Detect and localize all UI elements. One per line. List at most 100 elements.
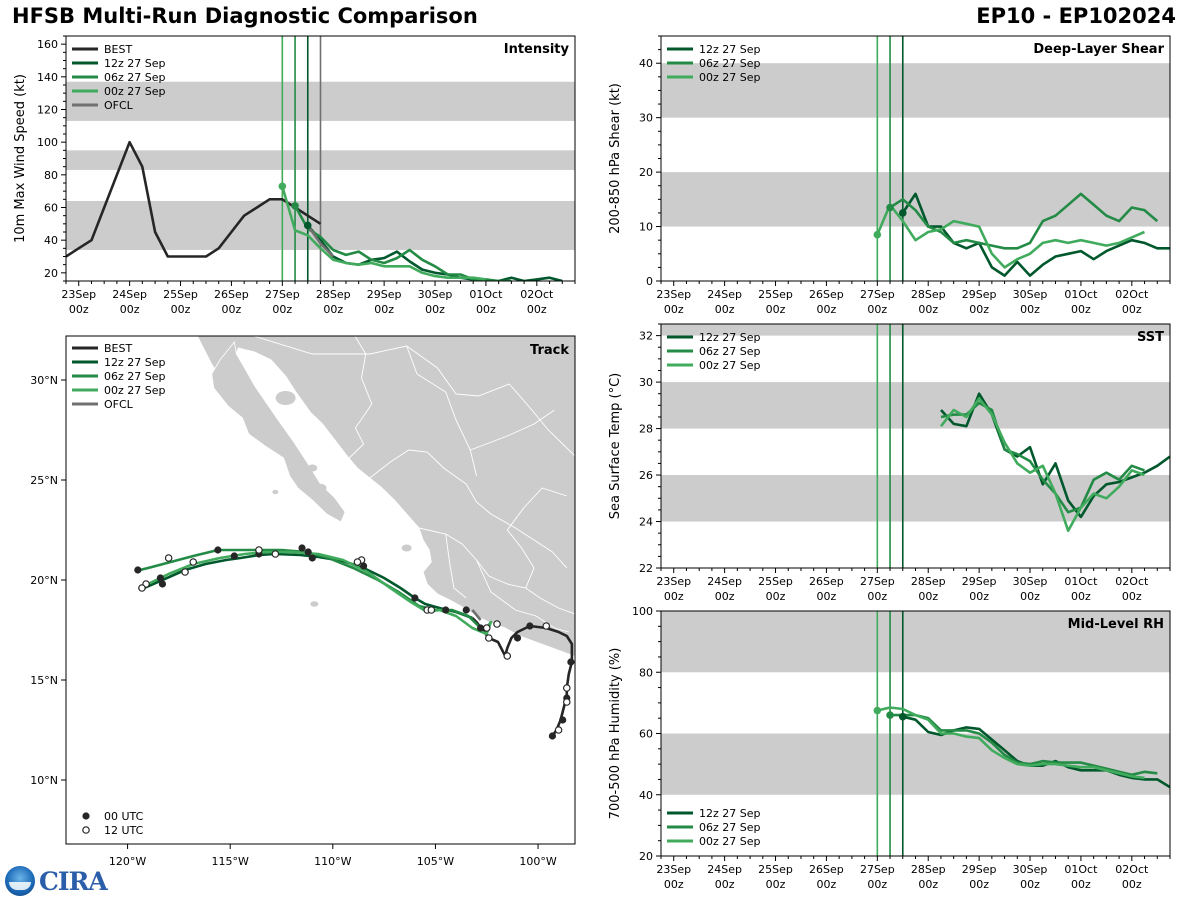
track-ytick-label: 10°N [30, 774, 58, 787]
sst-title: SST [1137, 330, 1164, 345]
sst-bands [661, 324, 1170, 522]
track-xtick-label: 105°W [417, 855, 454, 868]
intensity-legend-label: BEST [104, 43, 132, 56]
intensity-ytick-label: 80 [44, 169, 58, 182]
rh-bands [661, 611, 1170, 795]
rh-xtick-label: 25Sep [758, 863, 793, 876]
shear-xtick-label: 01Oct [1064, 288, 1098, 301]
intensity-series-run06z [293, 205, 512, 281]
intensity-xtick-hour: 00z [323, 303, 343, 316]
state-borders [252, 336, 575, 633]
rh-legend-label: 00z 27 Sep [699, 835, 761, 848]
track-point-00utc [308, 554, 316, 562]
track-legend-label: 00z 27 Sep [104, 384, 166, 397]
shear-xtick-label: 27Sep [860, 288, 895, 301]
rh-xtick-label: 28Sep [911, 863, 946, 876]
track-point-12utc [255, 546, 263, 554]
figure-title: HFSB Multi-Run Diagnostic Comparison [12, 4, 478, 28]
shear-series-run12z [901, 192, 1170, 277]
intensity-xtick-label: 23Sep [61, 288, 96, 301]
track-legend-label: OFCL [104, 398, 134, 411]
cira-logo: CIRA [39, 866, 108, 896]
track-point-00utc [411, 594, 419, 602]
sst-xtick-label: 23Sep [656, 575, 691, 588]
track-xtick-label: 100°W [519, 855, 556, 868]
rh-init-marker-run06z [886, 711, 894, 719]
shear-xtick-hour: 00z [1071, 303, 1091, 316]
track-land-layer [196, 336, 575, 657]
sst-xtick-hour: 00z [969, 590, 989, 603]
intensity-xtick-hour: 00z [171, 303, 191, 316]
shear-xtick-hour: 00z [918, 303, 938, 316]
rh-ytick-label: 20 [639, 850, 653, 863]
rh-ylabel: 700-500 hPa Humidity (%) [608, 648, 623, 820]
shear-xtick-label: 24Sep [707, 288, 742, 301]
rh-series [873, 706, 1170, 789]
intensity-series [66, 140, 563, 281]
shear-legend-label: 00z 27 Sep [699, 71, 761, 84]
shear-xtick-label: 28Sep [911, 288, 946, 301]
shear-ytick-label: 0 [646, 275, 653, 288]
shear-init-marker-run12z [898, 209, 907, 217]
track-point-00utc [214, 546, 222, 554]
intensity-xtick-label: 27Sep [265, 288, 300, 301]
track-point-00utc [567, 658, 575, 666]
state-border-line [445, 533, 467, 599]
shear-init-marker-run00z [873, 230, 882, 239]
sst-series [939, 392, 1170, 533]
rh-xtick-label: 02Oct [1115, 863, 1149, 876]
state-border-line [252, 336, 575, 457]
state-border-line [476, 559, 569, 633]
track-ytick-label: 30°N [30, 374, 58, 387]
island-land [401, 544, 412, 552]
intensity-xtick-hour: 00z [272, 303, 292, 316]
shear-xtick-hour: 00z [969, 303, 989, 316]
sst-xtick-label: 30Sep [1013, 575, 1048, 588]
shear-ytick-label: 10 [639, 221, 653, 234]
rh-xtick-label: 23Sep [656, 863, 691, 876]
intensity-legend-label: 00z 27 Sep [104, 85, 166, 98]
sst-ylabel: Sea Surface Temp (°C) [608, 373, 623, 520]
sst-xtick-hour: 00z [1071, 590, 1091, 603]
track-point-12utc [503, 652, 512, 660]
sst-ytick-label: 32 [639, 330, 653, 343]
shear-init-marker-run06z [886, 203, 894, 212]
intensity-xtick-label: 01Oct [469, 288, 503, 301]
rh-xtick-hour: 00z [766, 878, 786, 891]
track-point-00utc [156, 574, 165, 582]
shear-legend-label: 06z 27 Sep [699, 57, 761, 70]
track-xtick-label: 110°W [314, 855, 351, 868]
track-frame [65, 335, 576, 845]
sst-xtick-label: 01Oct [1064, 575, 1098, 588]
shear-xtick-label: 25Sep [758, 288, 793, 301]
track-point-00utc [360, 562, 368, 570]
track-point-00utc [513, 634, 522, 642]
intensity-series-best [66, 140, 322, 258]
shear-band [661, 63, 1170, 118]
sst-xtick-hour: 00z [715, 590, 735, 603]
rh-legend-label: 06z 27 Sep [699, 821, 761, 834]
shear-xtick-label: 02Oct [1115, 288, 1149, 301]
rh-series-run00z [877, 706, 1145, 780]
intensity-init-marker-run06z [291, 202, 299, 210]
shear-title: Deep-Layer Shear [1033, 42, 1164, 57]
track-point-00utc [476, 624, 485, 632]
sst-xtick-hour: 00z [766, 590, 786, 603]
track-point-00utc [134, 566, 142, 574]
intensity-xtick-label: 28Sep [316, 288, 351, 301]
track-point-00utc [298, 544, 306, 552]
rh-xtick-hour: 00z [1071, 878, 1091, 891]
island-land [275, 391, 296, 405]
track-point-12utc [493, 620, 501, 628]
intensity-xtick-hour: 00z [476, 303, 496, 316]
intensity-xtick-hour: 00z [120, 303, 140, 316]
shear-series [873, 192, 1170, 277]
intensity-xtick-label: 24Sep [112, 288, 147, 301]
shear-xtick-hour: 00z [867, 303, 887, 316]
state-border-line [369, 449, 492, 515]
intensity-ytick-label: 40 [44, 234, 58, 247]
sst-xtick-label: 26Sep [809, 575, 844, 588]
shear-xtick-hour: 00z [664, 303, 684, 316]
track-point-00utc [548, 732, 557, 740]
intensity-xtick-hour: 00z [222, 303, 242, 316]
